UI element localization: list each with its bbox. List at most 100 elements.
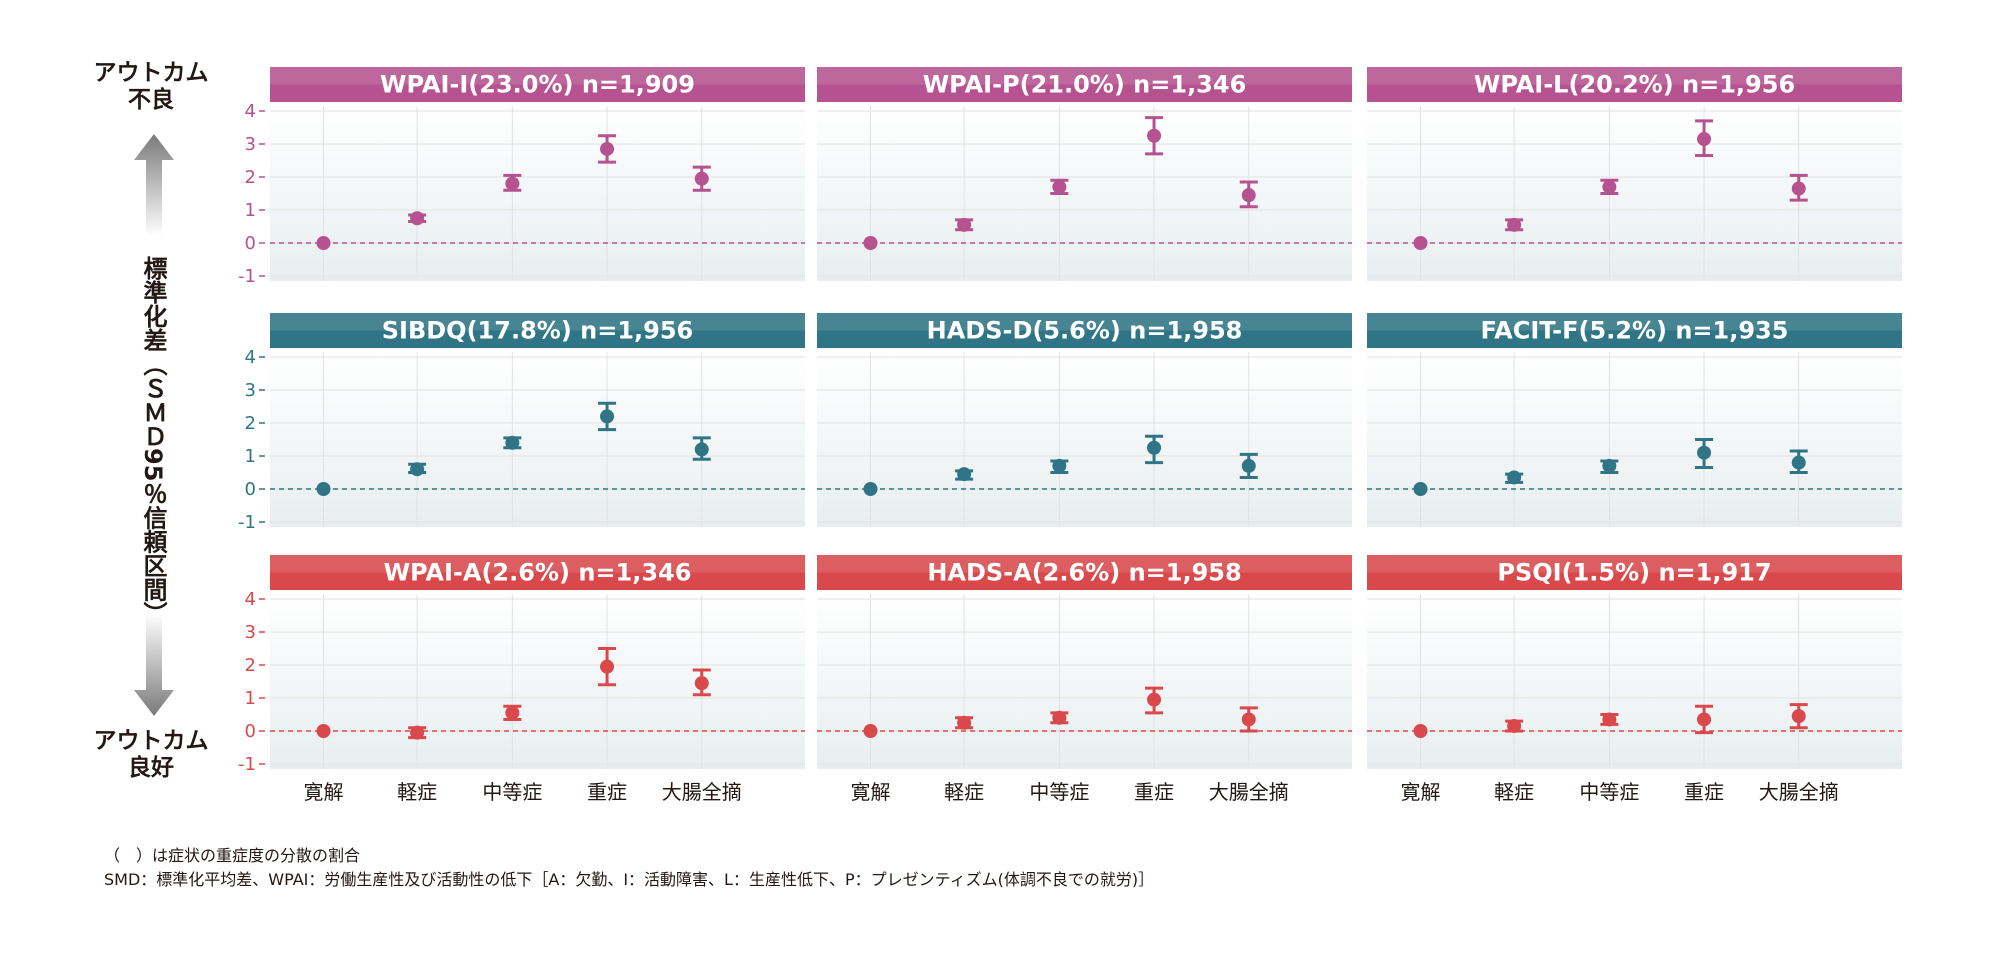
data-point <box>316 236 331 250</box>
y-tick-label: 4 <box>245 101 256 122</box>
data-point <box>316 724 331 738</box>
footnote-ratio: （ ）は症状の重症度の分散の割合 <box>104 846 361 865</box>
outcome-good-text: アウトカム 良好 <box>93 728 209 781</box>
facet-panel: WPAI-L(20.2%) n=1,956 <box>1367 67 1902 281</box>
outcome-good-label: アウトカム 良好 <box>86 728 216 782</box>
panel-header <box>817 67 1352 102</box>
outcome-poor-label: アウトカム 不良 <box>86 60 216 114</box>
plot-background <box>1367 594 1902 769</box>
data-point <box>1147 692 1162 707</box>
panel-header <box>270 313 805 348</box>
plot-background <box>1367 352 1902 527</box>
y-tick-label: 3 <box>245 134 256 155</box>
data-point <box>694 442 709 457</box>
data-point <box>957 715 972 730</box>
x-tick-label: 重症 <box>1134 780 1174 804</box>
panel-header <box>817 313 1352 348</box>
x-tick-label: 中等症 <box>482 780 542 804</box>
direction-arrows <box>134 134 174 716</box>
facet-panel: WPAI-P(21.0%) n=1,346 <box>817 67 1352 281</box>
x-tick-label: 軽症 <box>397 780 437 804</box>
data-point <box>863 236 878 250</box>
facet-panel: FACIT-F(5.2%) n=1,935 <box>1367 313 1902 527</box>
plot-background <box>270 352 805 527</box>
data-point <box>1241 712 1256 727</box>
y-tick-label: 0 <box>245 479 256 500</box>
y-tick-label: 3 <box>245 380 256 401</box>
x-tick-label: 重症 <box>1684 780 1724 804</box>
x-tick-label: 大腸全摘 <box>1759 780 1839 804</box>
plot-background <box>817 352 1352 527</box>
panel-title: HADS-D(5.6%) n=1,958 <box>927 317 1243 345</box>
y-tick-label: -1 <box>238 754 256 775</box>
data-point <box>1602 179 1617 194</box>
data-point <box>410 462 425 477</box>
footnote-abbreviations: SMD：標準化平均差、WPAI：労働生産性及び活動性の低下［A：欠勤、I：活動障… <box>104 870 1155 889</box>
panel-header <box>270 555 805 590</box>
y-tick-label: 2 <box>245 655 256 676</box>
data-point <box>1413 482 1428 496</box>
x-tick-label: 軽症 <box>1494 780 1534 804</box>
panel-header-highlight <box>817 313 1352 331</box>
panel-title: FACIT-F(5.2%) n=1,935 <box>1481 317 1789 345</box>
y-tick-label: 2 <box>245 167 256 188</box>
data-point <box>1697 445 1712 460</box>
plot-background <box>817 106 1352 281</box>
data-point <box>1241 458 1256 473</box>
y-tick-label: 1 <box>245 200 256 221</box>
data-point <box>316 482 331 496</box>
panel-header-highlight <box>1367 555 1902 573</box>
x-tick-label: 寛解 <box>304 780 344 804</box>
data-point <box>1052 458 1067 473</box>
data-point <box>1791 709 1806 724</box>
arrow-up-icon <box>134 134 174 236</box>
data-point <box>1052 179 1067 194</box>
panel-title: WPAI-L(20.2%) n=1,956 <box>1474 71 1795 99</box>
data-point <box>1602 712 1617 727</box>
plot-background <box>270 594 805 769</box>
facet-panel: HADS-A(2.6%) n=1,958 寛解 軽症 中等症 重症 大腸全摘 <box>817 555 1352 804</box>
data-point <box>1052 710 1067 725</box>
panel-title: SIBDQ(17.8%) n=1,956 <box>382 317 694 345</box>
data-point <box>694 676 709 691</box>
data-point <box>1507 217 1522 232</box>
data-point <box>1791 181 1806 196</box>
panel-title: WPAI-A(2.6%) n=1,346 <box>384 559 692 587</box>
panel-header <box>1367 555 1902 590</box>
data-point <box>1791 455 1806 470</box>
panel-header <box>270 67 805 102</box>
plot-background <box>270 106 805 281</box>
y-tick-label: 1 <box>245 688 256 709</box>
x-tick-label: 大腸全摘 <box>662 780 742 804</box>
y-tick-label: 4 <box>245 347 256 368</box>
y-tick-label: 4 <box>245 589 256 610</box>
plot-background <box>817 594 1352 769</box>
data-point <box>600 659 615 674</box>
data-point <box>600 141 615 156</box>
x-tick-label: 大腸全摘 <box>1209 780 1289 804</box>
data-point <box>1602 458 1617 473</box>
plot-background <box>1367 106 1902 281</box>
panel-header-highlight <box>817 67 1352 85</box>
outcome-poor-text: アウトカム 不良 <box>93 60 209 113</box>
panel-header <box>1367 67 1902 102</box>
data-point <box>410 725 425 740</box>
data-point <box>505 705 520 720</box>
panel-header-highlight <box>270 67 805 85</box>
data-point <box>1147 128 1162 143</box>
data-point <box>1147 440 1162 455</box>
panel-header <box>1367 313 1902 348</box>
facet-panel: PSQI(1.5%) n=1,917 寛解 軽症 中等症 重症 大腸全摘 <box>1367 555 1902 804</box>
data-point <box>410 211 425 226</box>
data-point <box>694 171 709 186</box>
x-tick-label: 寛解 <box>1401 780 1441 804</box>
panel-title: WPAI-P(21.0%) n=1,346 <box>923 71 1247 99</box>
x-tick-label: 重症 <box>587 780 627 804</box>
data-point <box>1697 132 1712 147</box>
panel-header-highlight <box>817 555 1352 573</box>
panel-header-highlight <box>1367 67 1902 85</box>
facet-panel: HADS-D(5.6%) n=1,958 <box>817 313 1352 527</box>
data-point <box>863 482 878 496</box>
arrow-down-icon <box>134 614 174 716</box>
